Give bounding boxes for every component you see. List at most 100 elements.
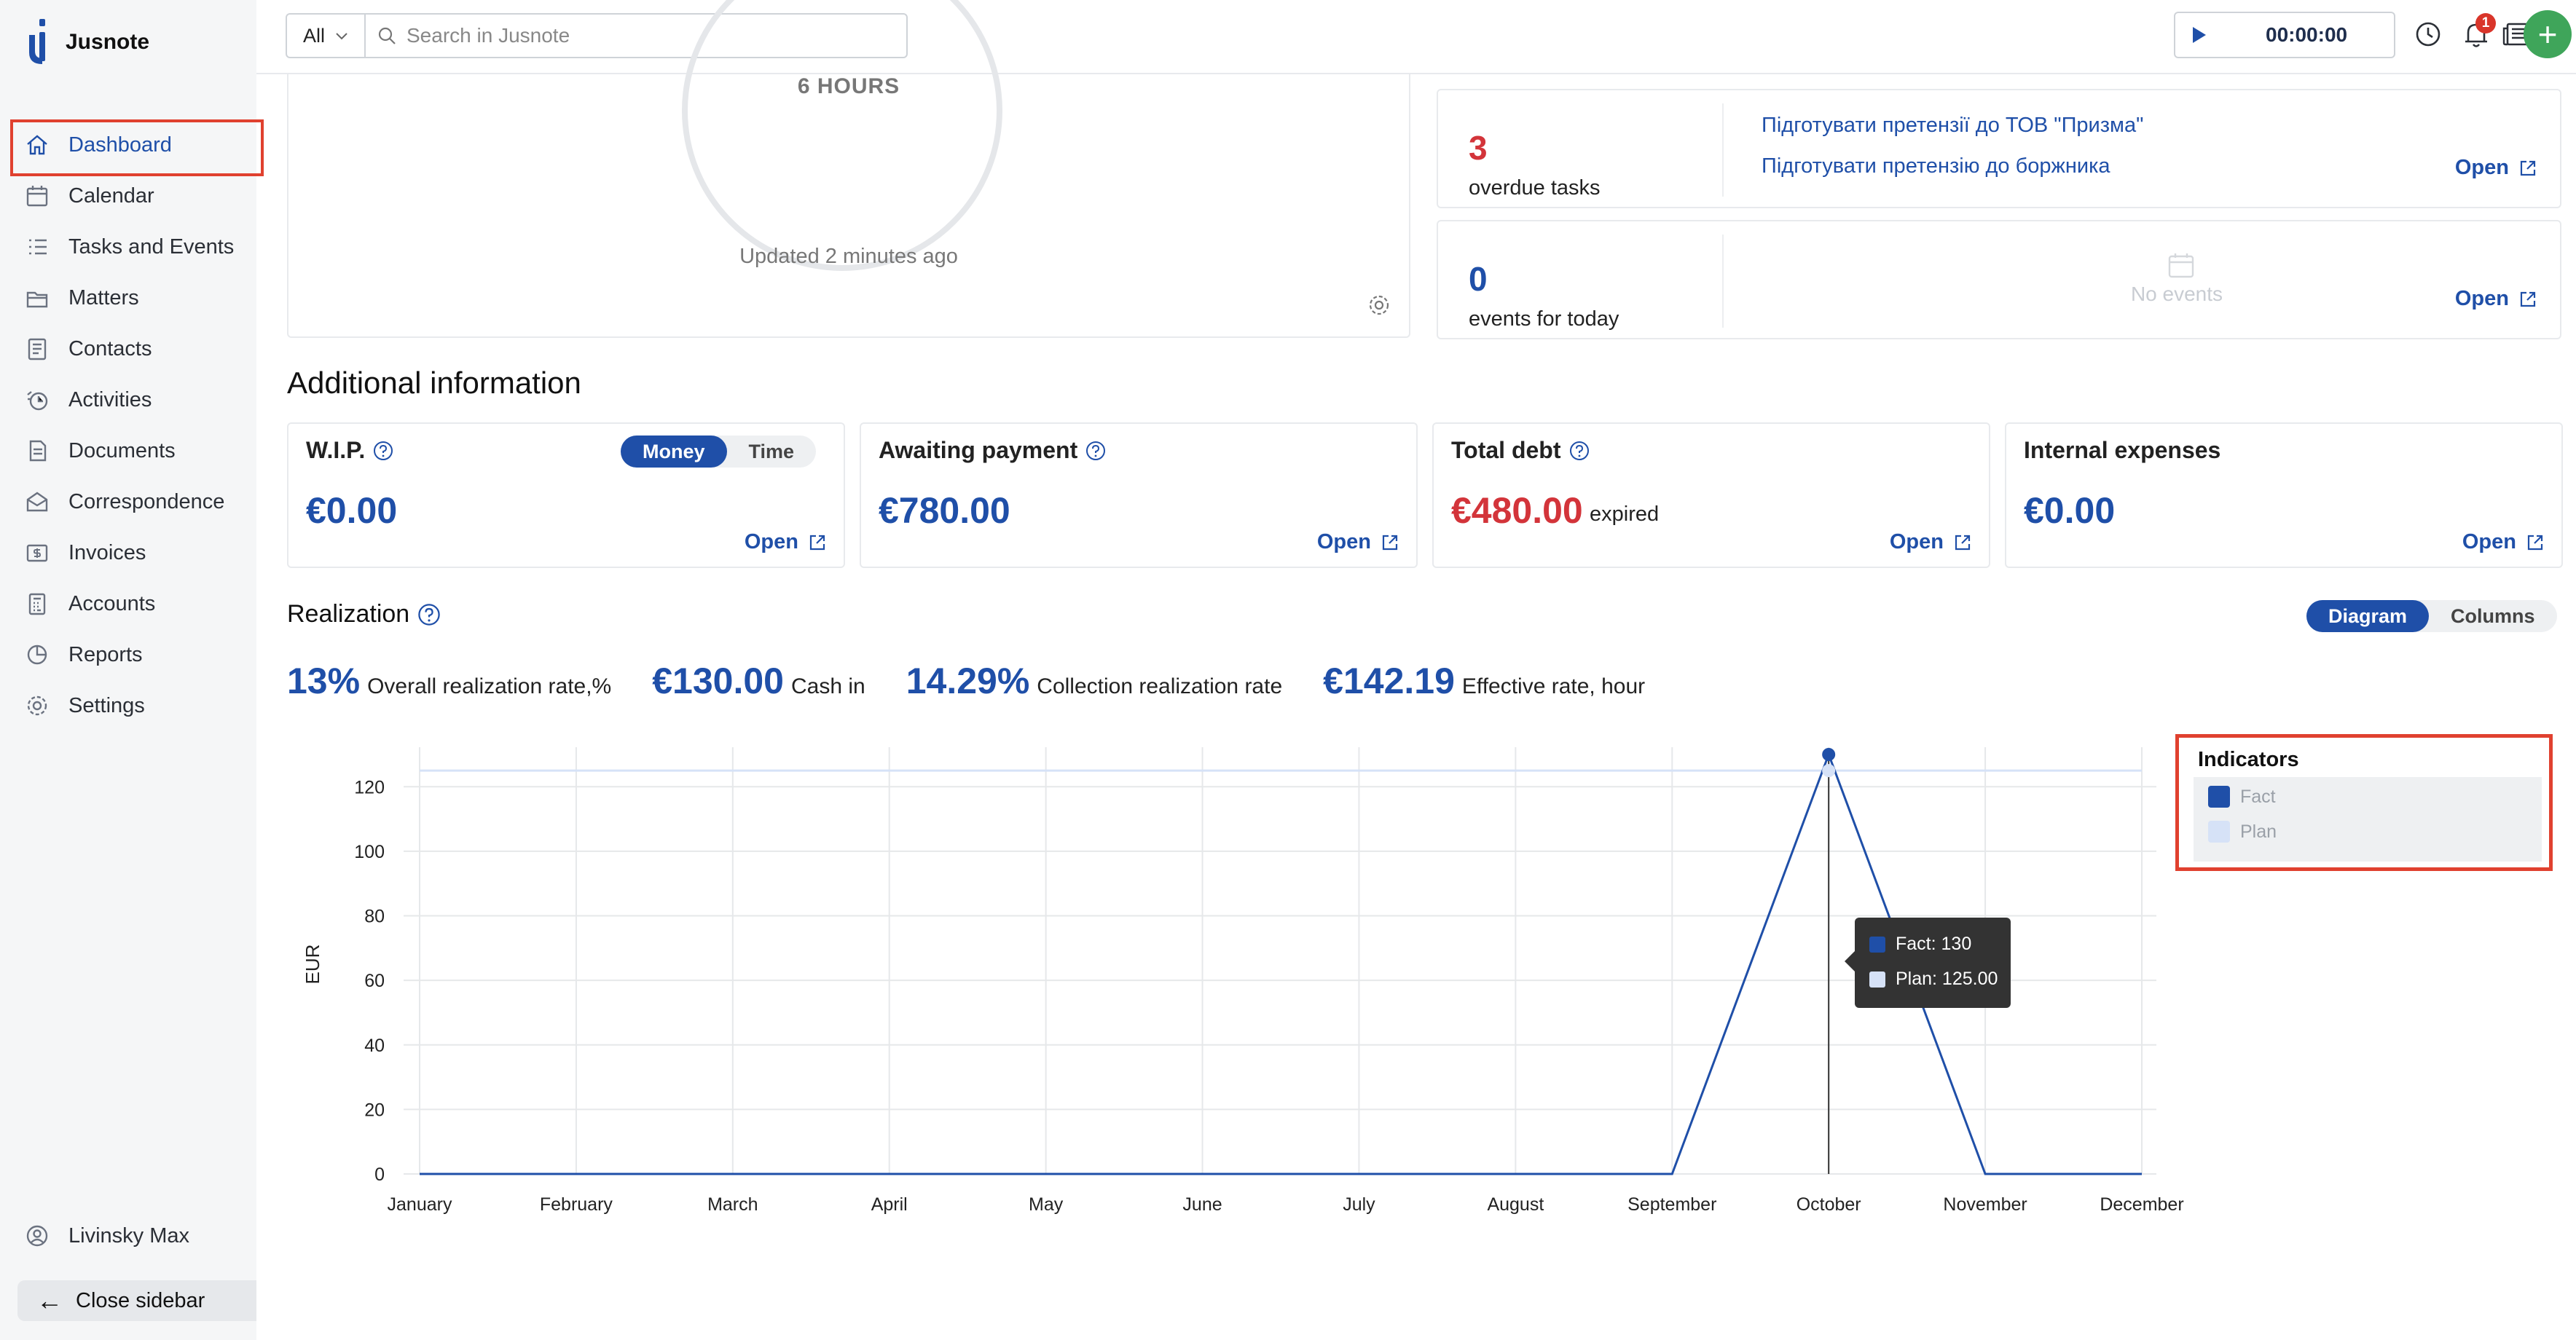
wip-value: €0.00 [306, 490, 398, 531]
legend-label: Plan [2240, 821, 2277, 842]
time-toggle[interactable]: Time [748, 441, 795, 462]
awaiting-title: Awaiting payment [879, 437, 1107, 464]
events-open-link[interactable]: Open [2455, 287, 2538, 311]
sidebar-item-label: Settings [68, 693, 145, 717]
open-label: Open [2454, 156, 2509, 179]
sidebar-item-calendar[interactable]: Calendar [10, 170, 258, 221]
y-tick-label: 60 [364, 971, 385, 991]
chart-view-toggle: Diagram Columns [2306, 600, 2557, 632]
invoices-icon [25, 540, 50, 565]
tasks-icon [25, 234, 50, 259]
sidebar-item-matters[interactable]: Matters [10, 272, 258, 323]
sidebar-item-correspondence[interactable]: Correspondence [10, 476, 258, 527]
kpi-label: Overall realization rate,% [367, 674, 612, 698]
legend-item-plan[interactable]: Plan [2208, 821, 2277, 843]
open-label: Open [1889, 530, 1944, 553]
overdue-open-link[interactable]: Open [2455, 156, 2538, 180]
help-icon[interactable] [1085, 440, 1107, 462]
user-name: Livinsky Max [68, 1223, 189, 1248]
accounts-icon [25, 591, 50, 616]
task-link[interactable]: Підготувати претензії до ТОВ "Призма" [1762, 114, 2144, 137]
sidebar-item-label: Reports [68, 642, 143, 666]
sidebar-item-dashboard[interactable]: Dashboard [10, 119, 264, 176]
y-tick-label: 80 [364, 907, 385, 927]
debt-title-text: Total debt [1451, 437, 1561, 463]
wip-open-link[interactable]: Open [745, 530, 828, 554]
money-toggle[interactable]: Money [621, 436, 727, 468]
kpi-value: 14.29% [906, 661, 1030, 701]
calendar-icon [2167, 251, 2196, 283]
sidebar-item-invoices[interactable]: Invoices [10, 527, 258, 578]
user-icon [25, 1223, 50, 1248]
search-input[interactable]: Search in Jusnote [364, 13, 908, 58]
play-icon[interactable] [2175, 25, 2222, 44]
kpi-realization-rate: 13% Overall realization rate,% [287, 660, 611, 702]
expenses-title-text: Internal expenses [2024, 437, 2221, 463]
logo[interactable]: Jusnote [23, 16, 149, 68]
external-link-icon [1955, 535, 1971, 550]
sidebar-item-reports[interactable]: Reports [10, 629, 258, 680]
diagram-toggle[interactable]: Diagram [2306, 600, 2430, 632]
sidebar-item-label: Invoices [68, 540, 146, 564]
activities-icon [25, 387, 50, 412]
external-link-icon [2527, 535, 2543, 550]
debt-open-link[interactable]: Open [1890, 530, 1973, 554]
close-sidebar-button[interactable]: ← Close sidebar [17, 1280, 256, 1321]
x-tick-label: August [1487, 1194, 1544, 1215]
sidebar-item-settings[interactable]: Settings [10, 680, 258, 731]
user-profile[interactable]: Livinsky Max [25, 1223, 189, 1248]
sidebar-item-accounts[interactable]: Accounts [10, 578, 258, 629]
sidebar-item-activities[interactable]: Activities [10, 374, 258, 425]
realization-kpis: 13% Overall realization rate,% €130.00 Cas… [287, 660, 1686, 702]
expenses-value: €0.00 [2024, 490, 2116, 531]
legend-items: Fact Plan [2194, 777, 2542, 862]
help-icon[interactable] [1568, 440, 1590, 462]
add-button[interactable]: + [2524, 10, 2572, 58]
bell-icon[interactable]: 1 [2459, 13, 2496, 51]
sidebar-item-label: Tasks and Events [68, 234, 235, 259]
chart-tooltip: Fact: 130 Plan: 125.00 [1845, 918, 2011, 1008]
wip-toggle: Money Time [621, 436, 817, 468]
awaiting-open-link[interactable]: Open [1317, 530, 1400, 554]
overdue-tasks-card: 3 overdue tasks Підготувати претензії до… [1437, 89, 2561, 208]
hours-card: 6 HOURS Updated 2 minutes ago [287, 0, 1410, 338]
sidebar-item-tasks[interactable]: Tasks and Events [10, 221, 258, 272]
tooltip-row-plan: Plan: 125.00 [1869, 969, 1998, 990]
task-link[interactable]: Підготувати претензію до боржника [1762, 154, 2110, 178]
hours-label: 6 HOURS [797, 74, 900, 98]
wip-title: W.I.P. [306, 437, 394, 464]
sidebar-item-contacts[interactable]: Contacts [10, 323, 258, 374]
chevron-down-icon [336, 33, 347, 40]
search-placeholder: Search in Jusnote [407, 24, 570, 47]
kpi-value: 13% [287, 661, 361, 701]
documents-icon [25, 438, 50, 463]
open-label: Open [744, 530, 798, 553]
x-tick-label: February [540, 1194, 613, 1215]
realization-chart[interactable]: 0 20 40 60 80 100 120 January February March April… [287, 728, 2210, 1238]
x-tick-label: January [388, 1194, 452, 1215]
sidebar-item-label: Contacts [68, 336, 152, 360]
kpi-value: €130.00 [652, 661, 784, 701]
history-icon[interactable] [2411, 17, 2445, 51]
help-icon[interactable] [372, 440, 394, 462]
x-tick-label: March [707, 1194, 758, 1215]
correspondence-icon [25, 489, 50, 514]
columns-toggle[interactable]: Columns [2451, 605, 2535, 627]
overdue-count: 3 [1469, 129, 1488, 167]
close-sidebar-label: Close sidebar [76, 1288, 205, 1312]
timer-widget[interactable]: 00:00:00 [2174, 12, 2395, 58]
expenses-open-link[interactable]: Open [2462, 530, 2545, 554]
help-icon[interactable] [417, 602, 441, 627]
sidebar-item-documents[interactable]: Documents [10, 425, 258, 476]
legend-label: Fact [2240, 786, 2276, 807]
legend-swatch [2208, 821, 2230, 843]
x-tick-label: June [1182, 1194, 1222, 1215]
x-tick-label: September [1627, 1194, 1716, 1215]
kpi-value: €142.19 [1323, 661, 1455, 701]
gear-icon[interactable] [1367, 293, 1391, 321]
debt-note: expired [1590, 502, 1660, 526]
x-tick-label: July [1343, 1194, 1375, 1215]
legend-item-fact[interactable]: Fact [2208, 786, 2276, 808]
search-scope-select[interactable]: All [286, 13, 366, 58]
sidebar: Jusnote Dashboard Calendar Tasks and Eve… [0, 0, 264, 1340]
